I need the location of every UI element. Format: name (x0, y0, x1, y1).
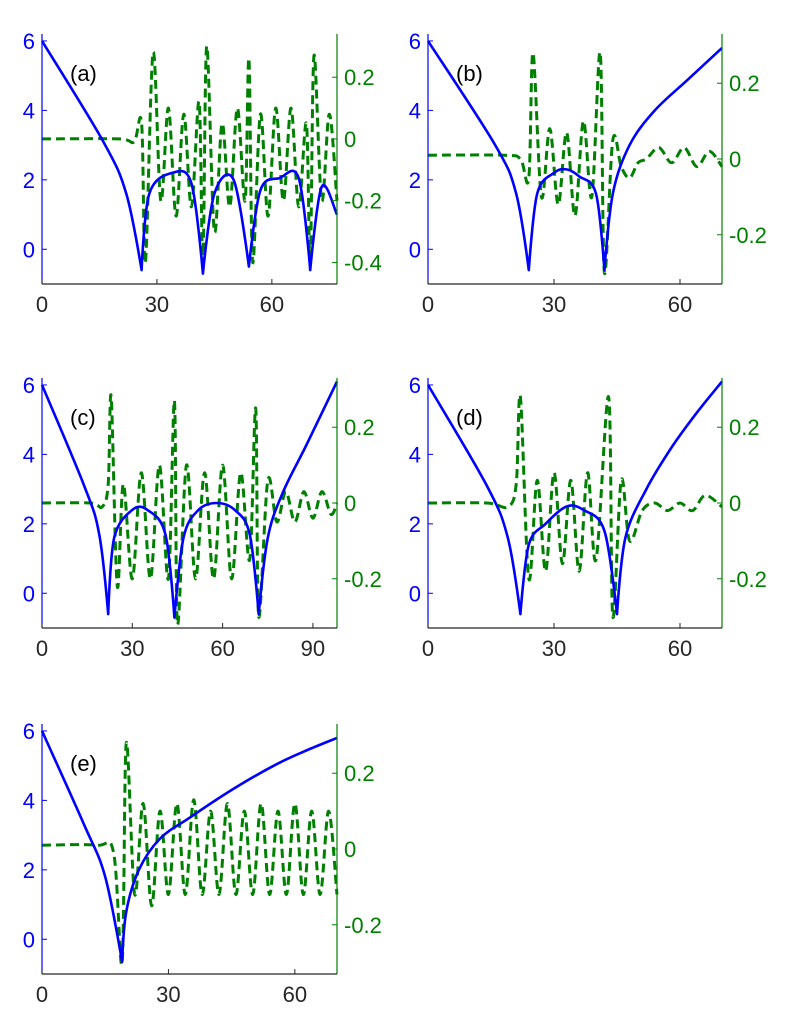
panel-b: 6 4 2 0 0.2 0 -0.2 0 30 60 (b) (409, 29, 767, 317)
right-tick-label: 0.2 (344, 415, 375, 440)
dashed-series-line (427, 51, 724, 276)
right-tick-label: -0.2 (344, 913, 382, 938)
left-tick-label: 4 (23, 442, 35, 467)
left-tick-label: 0 (23, 237, 35, 262)
left-tick-label: 6 (23, 719, 35, 744)
panel-label: (d) (456, 405, 483, 430)
solid-series-line (426, 40, 723, 272)
right-tick-label: 0 (729, 147, 741, 172)
x-tick-label: 0 (36, 636, 48, 661)
left-tick-label: 4 (23, 788, 35, 813)
x-tick-label: 60 (668, 292, 692, 317)
right-tick-label: 0 (344, 127, 356, 152)
left-tick-label: 6 (409, 29, 421, 54)
solid-series-line (40, 380, 339, 619)
left-tick-label: 0 (23, 581, 35, 606)
solid-series-line (40, 730, 338, 964)
left-tick-label: 2 (409, 512, 421, 537)
x-tick-label: 0 (36, 292, 48, 317)
panel-label: (a) (70, 61, 97, 86)
x-tick-label: 90 (301, 636, 325, 661)
solid-series-line (426, 380, 724, 616)
panel-e: 6 4 2 0 0.2 0 -0.2 0 30 60 (e) (23, 719, 382, 1007)
panel-label: (e) (70, 751, 97, 776)
left-tick-label: 2 (409, 168, 421, 193)
right-tick-label: 0.2 (344, 761, 375, 786)
panel-label: (b) (456, 61, 483, 86)
right-tick-label: -0.4 (344, 250, 382, 275)
left-tick-label: 6 (23, 29, 35, 54)
left-tick-label: 2 (23, 168, 35, 193)
x-tick-label: 60 (260, 292, 284, 317)
right-tick-label: 0 (729, 491, 741, 516)
dashed-series-line (427, 393, 723, 619)
dashed-series-line (41, 741, 339, 967)
right-tick-label: 0.2 (729, 71, 760, 96)
panel-c: 6 4 2 0 0.2 0 -0.2 0 30 60 90 (c) (23, 373, 382, 661)
x-tick-label: 30 (156, 982, 180, 1007)
left-tick-label: 6 (409, 373, 421, 398)
left-tick-label: 2 (23, 858, 35, 883)
x-tick-label: 60 (283, 982, 307, 1007)
left-tick-label: 4 (23, 98, 35, 123)
right-tick-label: 0 (344, 491, 356, 516)
x-tick-label: 30 (145, 292, 169, 317)
left-tick-label: 4 (409, 442, 421, 467)
x-tick-label: 0 (36, 982, 48, 1007)
left-tick-label: 0 (409, 581, 421, 606)
right-tick-label: 0.2 (344, 65, 375, 90)
right-tick-label: -0.2 (729, 567, 767, 592)
left-tick-label: 0 (23, 927, 35, 952)
left-tick-label: 0 (409, 237, 421, 262)
right-tick-label: -0.2 (344, 189, 382, 214)
x-tick-label: 60 (210, 636, 234, 661)
x-tick-label: 30 (542, 636, 566, 661)
dashed-series-line (41, 393, 339, 626)
x-tick-label: 0 (422, 292, 434, 317)
panel-label: (c) (70, 405, 96, 430)
panel-a: 6 4 2 0 0.2 0 -0.2 -0.4 0 30 60 (a) (23, 29, 382, 317)
dashed-series-line (41, 44, 339, 265)
right-tick-label: 0 (344, 837, 356, 862)
solid-series-line (40, 40, 339, 275)
right-tick-label: -0.2 (729, 223, 767, 248)
x-tick-label: 30 (120, 636, 144, 661)
x-tick-label: 60 (668, 636, 692, 661)
right-tick-label: 0.2 (729, 415, 760, 440)
left-tick-label: 2 (23, 512, 35, 537)
panel-d: 6 4 2 0 0.2 0 -0.2 0 30 60 (d) (409, 373, 767, 661)
left-tick-label: 4 (409, 98, 421, 123)
left-tick-label: 6 (23, 373, 35, 398)
x-tick-label: 0 (422, 636, 434, 661)
right-tick-label: -0.2 (344, 567, 382, 592)
x-tick-label: 30 (542, 292, 566, 317)
